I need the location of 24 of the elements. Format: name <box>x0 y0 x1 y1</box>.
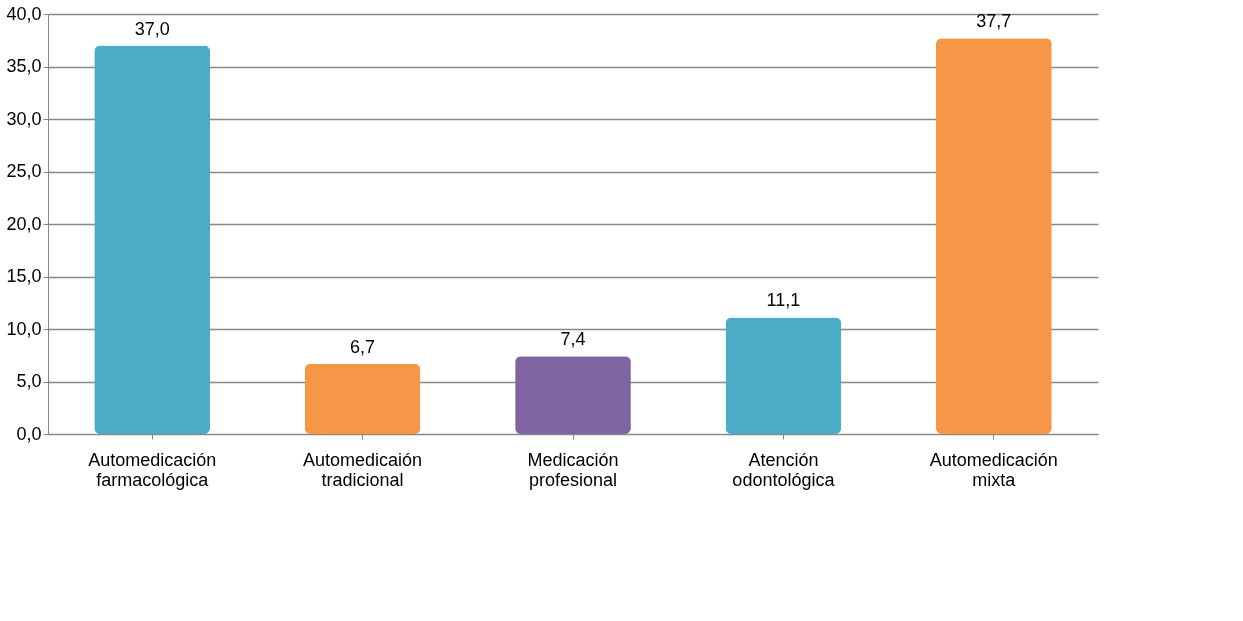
data-label: 37,0 <box>134 18 170 39</box>
bar <box>725 317 842 434</box>
bar <box>94 45 211 434</box>
y-tick-label: 30,0 <box>6 108 42 129</box>
y-tick-label: 35,0 <box>6 56 42 76</box>
bar <box>515 356 631 434</box>
x-tick-label: Automedicación farmacológica <box>88 449 217 490</box>
x-tick-label: Automedicaión tradicional <box>303 449 423 490</box>
bar <box>935 38 1052 434</box>
x-tick-label: Medicación profesional <box>527 449 619 490</box>
x-tick-label: Automedicación mixta <box>929 449 1058 490</box>
data-label: 6,7 <box>350 336 376 357</box>
y-tick-label: 20,0 <box>6 213 42 234</box>
y-tick-label: 25,0 <box>6 161 42 181</box>
y-tick-label: 5,0 <box>16 371 42 391</box>
y-tick-label: 10,0 <box>6 318 42 339</box>
y-tick-label: 40,0 <box>6 3 42 24</box>
x-tick-label: Atención odontológica <box>732 449 836 490</box>
data-label: 11,1 <box>766 290 801 311</box>
y-tick-label: 15,0 <box>6 266 42 286</box>
data-label: 37,7 <box>976 11 1012 32</box>
y-tick-label: 0,0 <box>16 423 42 444</box>
data-label: 7,4 <box>560 329 586 350</box>
bar <box>304 363 421 434</box>
